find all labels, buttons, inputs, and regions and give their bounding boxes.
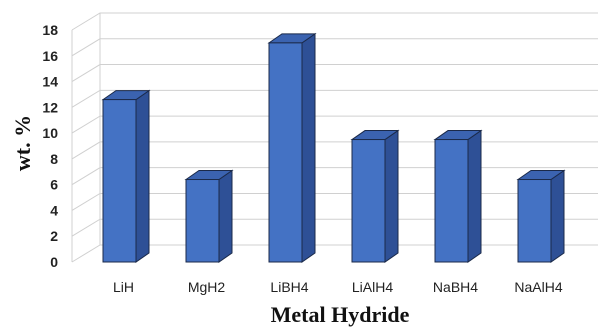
bar-front [268,42,303,263]
gridline [71,141,598,160]
x-tick-label: NaBH4 [433,279,478,295]
gridline [71,64,598,82]
bar-side [384,129,399,263]
y-tick-label: 10 [42,125,58,141]
y-tick-label: 18 [42,22,58,38]
bars [101,32,566,263]
gridline [71,12,598,31]
bar-side [467,129,482,263]
bar-nabh4 [433,129,483,263]
y-tick-label: 12 [42,99,58,115]
x-tick-label: LiH [113,279,134,295]
bar-lih [101,89,151,263]
y-tick-label: 4 [50,202,58,218]
x-tick-label: MgH2 [188,279,226,295]
y-tick-label: 16 [42,48,58,64]
bar-naalh4 [516,169,566,263]
y-tick-label: 6 [50,177,58,193]
bar-side [301,32,316,263]
x-tick-labels: LiH MgH2 LiBH4 LiAlH4 NaBH4 NaAlH4 [113,279,563,295]
bar-front [351,139,386,263]
y-tick-label: 2 [50,228,58,244]
y-tick-labels: 0 2 4 6 8 10 12 14 16 18 [42,22,58,270]
bar-side [550,169,565,263]
x-tick-label: LiAlH4 [352,279,393,295]
y-tick-label: 8 [50,151,58,167]
gridline [71,115,598,134]
y-tick-label: 14 [42,74,58,90]
bar-side [218,169,233,263]
y-axis-title: wt. % [10,115,35,171]
bar-front [185,179,220,263]
x-tick-label: LiBH4 [270,279,308,295]
y-tick-label: 0 [50,254,58,270]
bar-lialh4 [350,129,400,263]
bar-front [434,139,469,263]
x-tick-label: NaAlH4 [514,279,562,295]
bar-libh4 [267,32,317,263]
x-axis-title: Metal Hydride [271,302,410,327]
grid-layer [71,12,598,263]
gridline [71,89,598,108]
gridline [71,38,598,57]
bar-front [517,179,552,263]
bar-side [135,89,150,263]
bar-mgh2 [184,169,234,263]
bar-front [102,99,137,263]
